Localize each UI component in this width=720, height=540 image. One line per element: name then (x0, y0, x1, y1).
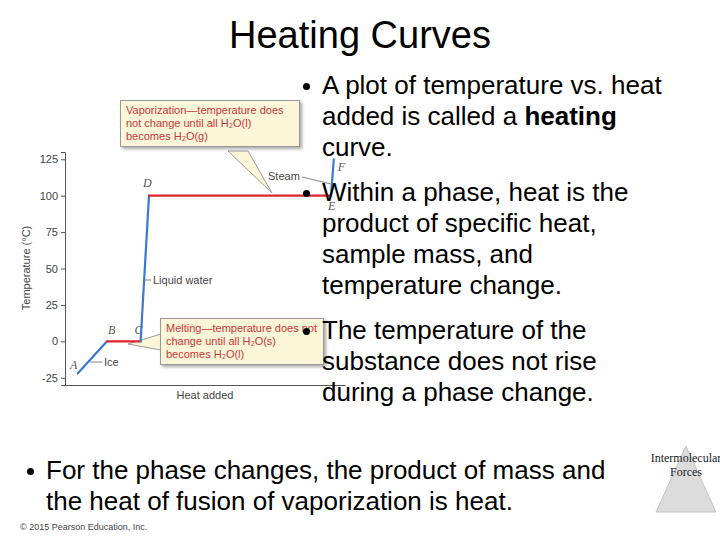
point-label: C (135, 323, 144, 337)
callout-vaporization: Vaporization—temperature does not change… (120, 100, 300, 147)
phase-label: Liquid water (153, 274, 213, 286)
y-tick-label: 125 (40, 153, 58, 165)
point-label: B (108, 323, 116, 337)
y-tick-label: 25 (46, 299, 58, 311)
y-axis: -25 0 25 50 75 100 125 (40, 153, 66, 386)
bullet-text: For the phase changes, the product of ma… (46, 455, 605, 516)
callout-melting: Melting—temperature does not change unti… (160, 318, 324, 365)
bullet-dot (303, 328, 310, 335)
bullet: Within a phase, heat is the product of s… (298, 177, 670, 301)
bullet-dot (303, 83, 310, 90)
leader-line (145, 280, 151, 281)
y-tick-label: 50 (46, 263, 58, 275)
x-axis-line (66, 385, 346, 386)
y-tick-label: 100 (40, 190, 58, 202)
point-label: D (142, 176, 152, 190)
curve-segment (141, 196, 149, 342)
bottom-bullet: For the phase changes, the product of ma… (22, 455, 612, 517)
footer: © 2015 Pearson Education, Inc. (20, 522, 147, 532)
bullet: The temperature of the substance does no… (298, 315, 670, 408)
y-axis-title: Temperature (°C) (20, 226, 32, 310)
bullet: A plot of temperature vs. heat added is … (298, 70, 670, 163)
y-tick-label: 75 (46, 226, 58, 238)
y-tick: 75 (46, 226, 65, 238)
y-axis-line (61, 153, 66, 386)
y-tick-mark (61, 196, 65, 197)
bullet-dot (27, 468, 34, 475)
y-tick-mark (61, 378, 65, 379)
y-tick-label: 0 (52, 335, 58, 347)
curve-segment (107, 340, 141, 342)
y-tick: 25 (46, 299, 65, 311)
y-tick: 125 (40, 153, 65, 165)
y-tick-mark (61, 269, 65, 270)
callout-pointer (228, 151, 272, 193)
y-tick-mark (61, 159, 65, 160)
bullet-list: A plot of temperature vs. heat added is … (298, 70, 670, 422)
phase-label: Steam (268, 170, 300, 182)
y-tick: 0 (52, 335, 65, 347)
point-label: A (69, 358, 78, 372)
bullet-text: The temperature of the substance does no… (322, 315, 597, 407)
y-tick: -25 (42, 372, 65, 384)
bullet-dot (303, 190, 310, 197)
curve-segment (78, 341, 107, 373)
slide-title: Heating Curves (0, 14, 720, 57)
y-tick: 50 (46, 263, 65, 275)
leader-line (90, 362, 102, 363)
plot-area (78, 159, 334, 373)
y-tick-mark (61, 232, 65, 233)
phase-label: Ice (104, 356, 119, 368)
bullet-text: Within a phase, heat is the product of s… (322, 177, 628, 300)
y-tick-mark (61, 341, 65, 342)
x-axis (66, 385, 346, 386)
y-tick: 100 (40, 190, 65, 202)
bullet-text: curve. (322, 132, 393, 162)
x-axis-title: Heat added (177, 389, 234, 401)
badge-text: Intermolecular (651, 451, 720, 465)
badge-text: Forces (670, 465, 702, 479)
point-label: F (337, 160, 346, 174)
bullet-text: heating (524, 101, 616, 131)
y-tick-label: -25 (42, 372, 58, 384)
y-tick-mark (61, 305, 65, 306)
